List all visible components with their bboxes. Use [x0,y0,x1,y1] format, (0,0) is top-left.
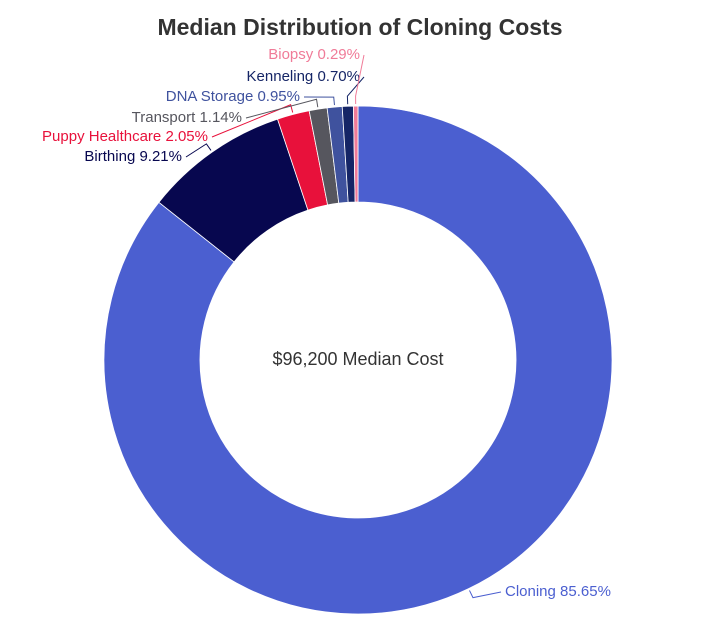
center-label: $96,200 Median Cost [272,349,443,369]
leader-line [355,54,365,105]
slice-name: Transport [132,109,196,126]
slice-label: DNA Storage 0.95% [166,88,300,105]
slice-name: Puppy Healthcare [42,128,161,145]
slice-value: 0.70% [317,68,360,85]
donut-segment [103,105,613,615]
slice-label: Kenneling 0.70% [247,68,360,85]
slice-name: Kenneling [247,68,314,85]
slice-label: Cloning 85.65% [505,583,611,600]
slice-value: 85.65% [560,583,611,600]
leader-line [211,104,294,138]
slice-name: Cloning [505,583,556,600]
slice-value: 0.29% [317,46,360,63]
leader-line [303,96,335,106]
slice-label: Puppy Healthcare 2.05% [42,128,208,145]
donut-segment [352,105,359,203]
slice-name: Birthing [84,148,135,165]
slice-name: Biopsy [268,46,314,63]
slice-value: 0.95% [257,88,300,105]
leader-line [469,590,502,599]
slice-value: 2.05% [165,128,208,145]
slice-value: 9.21% [139,148,182,165]
slice-name: DNA Storage [166,88,254,105]
slice-label: Transport 1.14% [132,109,242,126]
slice-label: Biopsy 0.29% [268,46,360,63]
slice-label: Birthing 9.21% [84,148,182,165]
chart-title: Median Distribution of Cloning Costs [157,14,562,40]
leader-line [185,143,212,158]
slice-value: 1.14% [199,109,242,126]
leader-line [245,98,319,119]
